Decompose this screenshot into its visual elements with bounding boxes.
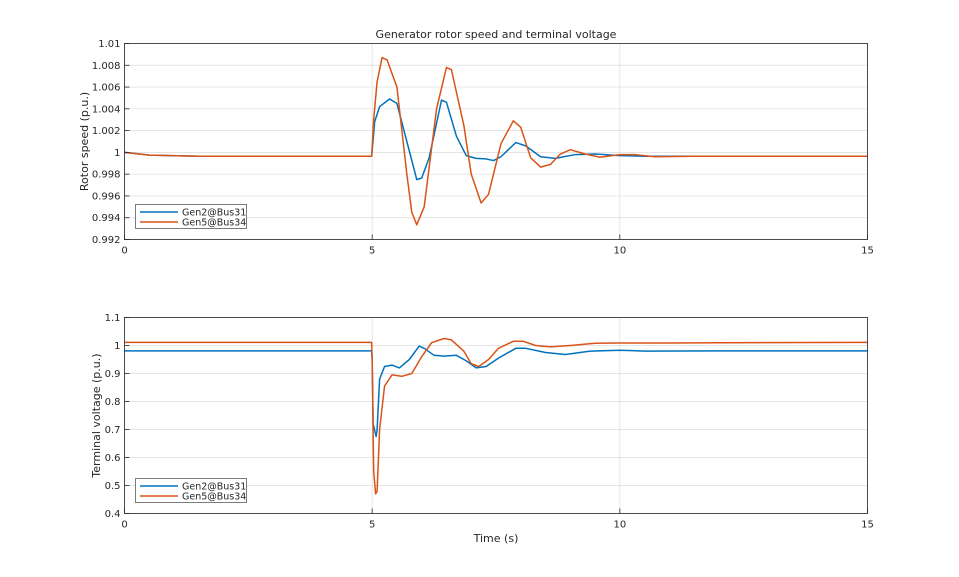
rotor-speed-legend-label-gen2: Gen2@Bus31 [182, 208, 246, 219]
rotor-speed-y-tick-label: 1.01 [98, 39, 120, 50]
terminal-voltage-y-tick-label: 1.1 [105, 313, 121, 324]
rotor-speed-y-axis-label: Rotor speed (p.u.) [78, 92, 91, 191]
terminal-voltage-series [124, 337, 868, 495]
rotor-speed-x-tick-label: 0 [121, 246, 127, 257]
rotor-speed-legend: Gen2@Bus31 Gen5@Bus34 [135, 204, 247, 229]
rotor-speed-x-tick-label: 15 [861, 246, 874, 257]
rotor-speed-y-tick-label: 0.998 [92, 170, 121, 181]
rotor-speed-x-ticks: 0 5 10 15 [121, 234, 874, 257]
terminal-voltage-x-tick-label: 10 [613, 520, 626, 531]
terminal-voltage-axes: 0 5 10 15 0.4 0.5 0.6 0.7 0.8 0.9 1 1.1 Time (s) T… [90, 313, 874, 545]
terminal-voltage-y-ticks: 0.4 0.5 0.6 0.7 0.8 0.9 1 1.1 [105, 313, 130, 520]
terminal-voltage-legend: Gen2@Bus31 Gen5@Bus34 [135, 478, 247, 503]
rotor-speed-y-tick-label: 0.994 [92, 213, 121, 224]
terminal-voltage-axes-box [124, 317, 868, 514]
terminal-voltage-y-tick-label: 1 [114, 341, 120, 352]
terminal-voltage-x-tick-label: 0 [121, 520, 127, 531]
terminal-voltage-legend-label-gen2: Gen2@Bus31 [182, 482, 246, 493]
rotor-speed-series [124, 56, 868, 226]
rotor-speed-legend-label-gen5: Gen5@Bus34 [182, 218, 246, 229]
terminal-voltage-y-tick-label: 0.7 [105, 425, 121, 436]
rotor-speed-y-tick-label: 0.996 [92, 191, 121, 202]
rotor-speed-y-tick-label: 1.006 [92, 83, 121, 94]
rotor-speed-y-tick-label: 1 [114, 148, 120, 159]
terminal-voltage-x-tick-label: 15 [861, 520, 874, 531]
terminal-voltage-y-tick-label: 0.4 [105, 509, 121, 520]
terminal-voltage-y-axis-label: Terminal voltage (p.u.) [90, 353, 103, 478]
rotor-speed-x-tick-label: 10 [613, 246, 626, 257]
rotor-speed-y-ticks: 0.992 0.994 0.996 0.998 1 1.002 1.004 1.006 1.00… [92, 39, 130, 246]
terminal-voltage-y-tick-label: 0.8 [105, 397, 121, 408]
rotor-speed-series-line-gen2-bus31 [124, 98, 868, 181]
chart-title: Generator rotor speed and terminal volta… [376, 28, 617, 41]
rotor-speed-y-tick-label: 1.004 [92, 104, 121, 115]
terminal-voltage-y-tick-label: 0.6 [105, 453, 121, 464]
rotor-speed-y-tick-label: 1.002 [92, 126, 121, 137]
rotor-speed-axes-box [124, 43, 868, 240]
terminal-voltage-series-line-gen5-bus34 [124, 337, 868, 495]
terminal-voltage-legend-label-gen5: Gen5@Bus34 [182, 492, 246, 503]
terminal-voltage-x-tick-label: 5 [369, 520, 375, 531]
rotor-speed-y-tick-label: 1.008 [92, 61, 121, 72]
rotor-speed-x-tick-label: 5 [369, 246, 375, 257]
time-x-axis-label: Time (s) [473, 532, 519, 545]
terminal-voltage-legend-box [135, 478, 247, 503]
rotor-speed-y-tick-label: 0.992 [92, 235, 121, 246]
terminal-voltage-y-tick-label: 0.5 [105, 481, 121, 492]
rotor-speed-axes: 0 5 10 15 0.992 0.994 0.996 0.998 1 1.002 1.004 1.… [78, 28, 874, 257]
terminal-voltage-x-ticks: 0 5 10 15 [121, 508, 874, 531]
rotor-speed-plot-area [124, 43, 868, 240]
rotor-speed-legend-box [135, 204, 247, 229]
terminal-voltage-series-line-gen2-bus31 [124, 345, 868, 438]
terminal-voltage-y-tick-label: 0.9 [105, 369, 121, 380]
rotor-speed-series-line-gen5-bus34 [124, 56, 868, 226]
